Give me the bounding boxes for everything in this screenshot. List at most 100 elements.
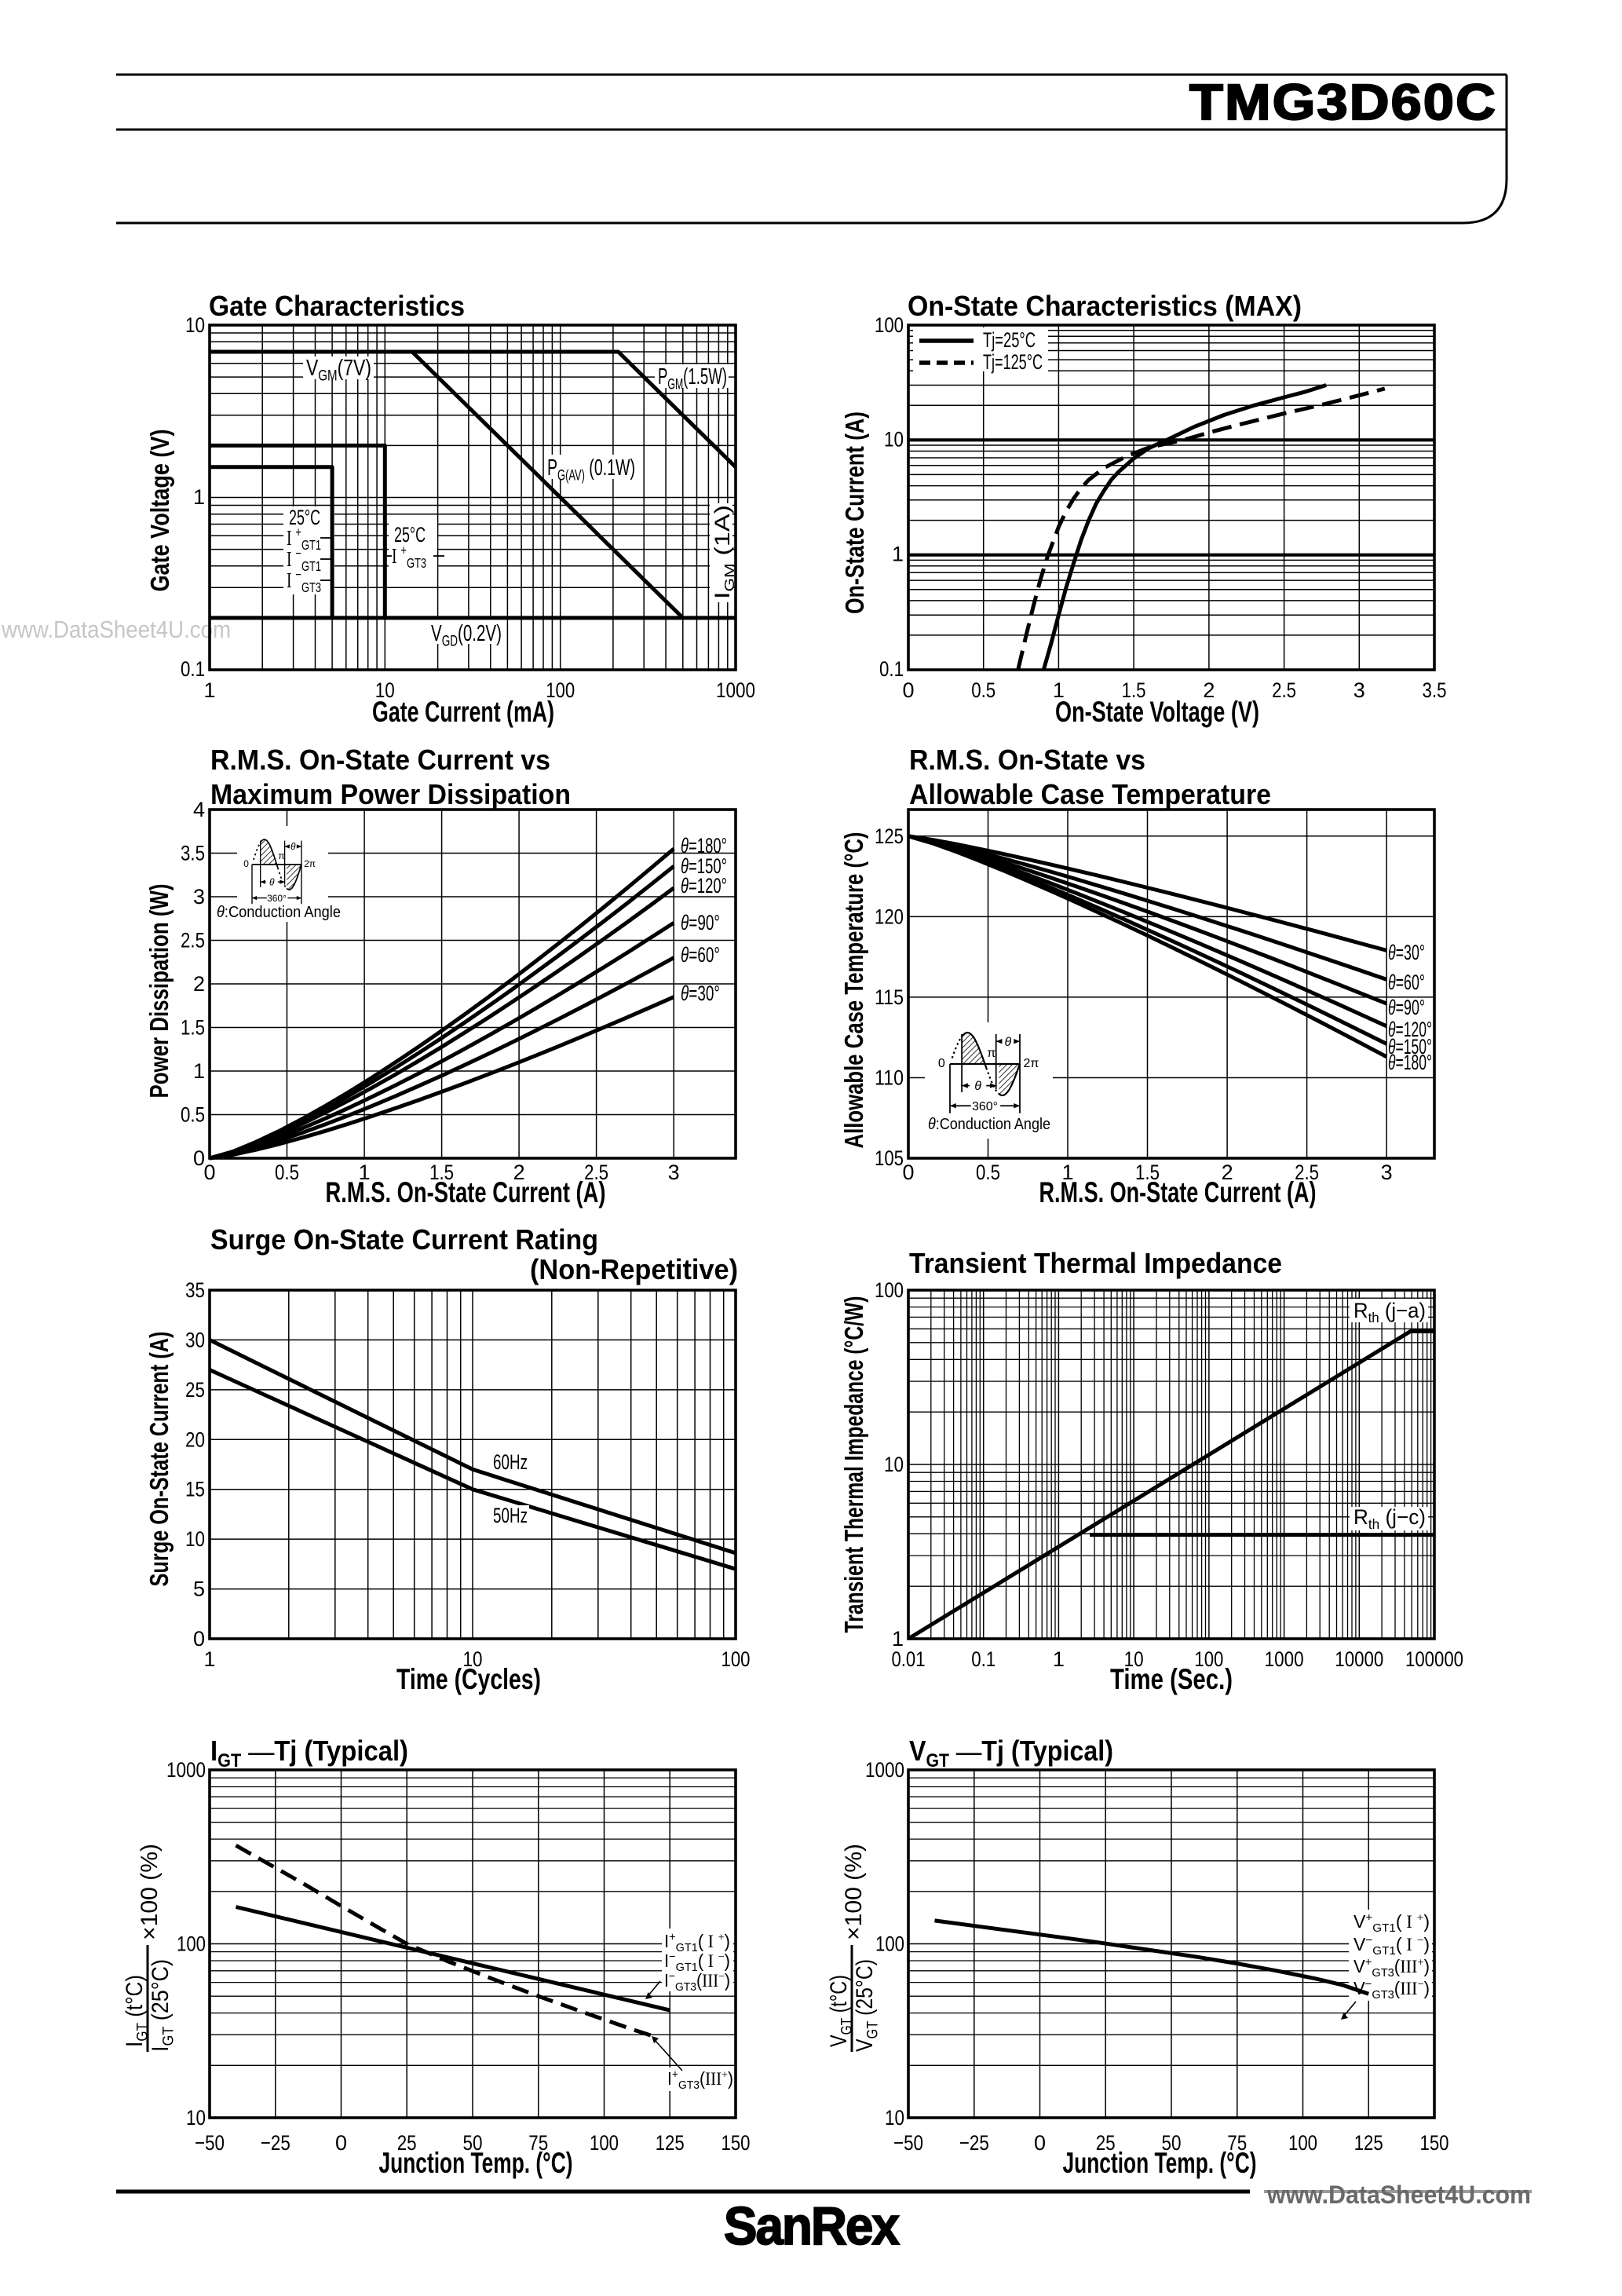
svg-text:(Non-Repetitive): (Non-Repetitive) (530, 1253, 738, 1285)
svg-text:−25: −25 (261, 2131, 290, 2155)
svg-text:0.1: 0.1 (971, 1647, 995, 1671)
svg-text:2: 2 (193, 972, 205, 996)
svg-text:60Hz: 60Hz (493, 1450, 528, 1474)
svg-text:PG(AV) (0.1W): PG(AV) (0.1W) (547, 455, 635, 484)
svg-text:2.5: 2.5 (181, 929, 205, 952)
svg-text:10: 10 (885, 2106, 904, 2130)
svg-text:10000: 10000 (1335, 1647, 1383, 1671)
svg-text:360°: 360° (972, 1100, 998, 1113)
svg-text:100: 100 (1194, 1647, 1223, 1671)
svg-text:50: 50 (463, 2131, 483, 2155)
svg-text:θ=120°: θ=120° (681, 874, 727, 898)
svg-text:θ=90°: θ=90° (681, 911, 720, 934)
svg-text:20: 20 (185, 1428, 205, 1451)
svg-text:1: 1 (892, 1627, 904, 1651)
svg-text:Junction Temp. (°C): Junction Temp. (°C) (379, 2147, 573, 2179)
svg-text:θ=150°: θ=150° (1388, 1035, 1432, 1058)
svg-text:1000: 1000 (865, 1758, 904, 1782)
svg-text:Gate Voltage (V): Gate Voltage (V) (145, 430, 174, 592)
svg-text:0: 0 (193, 1627, 205, 1651)
svg-text:3.5: 3.5 (181, 842, 205, 865)
svg-text:0: 0 (1034, 2131, 1046, 2155)
svg-text:θ: θ (974, 1080, 981, 1093)
svg-text:10: 10 (1124, 1647, 1144, 1671)
svg-text:×100 (%): ×100 (%) (841, 1844, 867, 1940)
svg-text:10: 10 (884, 1453, 904, 1476)
svg-text:1.5: 1.5 (429, 1161, 454, 1184)
svg-text:θ=120°: θ=120° (1388, 1018, 1432, 1041)
svg-text:1: 1 (193, 1059, 205, 1083)
svg-text:125: 125 (656, 2131, 685, 2155)
svg-text:0.5: 0.5 (976, 1161, 1000, 1184)
svg-text:2π: 2π (304, 858, 316, 869)
svg-text:Junction Temp. (°C): Junction Temp. (°C) (1063, 2147, 1257, 2179)
svg-text:θ=30°: θ=30° (1388, 941, 1425, 964)
svg-text:−50: −50 (893, 2131, 923, 2155)
svg-text:110: 110 (875, 1066, 904, 1090)
svg-text:1: 1 (203, 678, 215, 702)
svg-text:1000: 1000 (166, 1758, 206, 1782)
svg-text:105: 105 (875, 1146, 904, 1170)
svg-text:Allowable Case Temperature (°C: Allowable Case Temperature (°C) (839, 832, 868, 1149)
svg-text:2.5: 2.5 (584, 1161, 608, 1184)
svg-text:100: 100 (590, 2131, 619, 2155)
svg-text:10: 10 (463, 1647, 483, 1671)
svg-text:1: 1 (203, 1647, 215, 1671)
svg-text:IGM (1A): IGM (1A) (711, 505, 737, 599)
svg-text:Transient Thermal Impedance (°: Transient Thermal Impedance (°C/W) (839, 1296, 868, 1633)
svg-text:θ=60°: θ=60° (1388, 971, 1425, 994)
svg-text:Tj=125°C: Tj=125°C (983, 350, 1043, 374)
svg-text:θ=30°: θ=30° (681, 982, 720, 1005)
svg-text:I+GT3(III+): I+GT3(III+) (667, 2067, 733, 2092)
svg-text:1: 1 (1061, 1161, 1073, 1184)
svg-text:50Hz: 50Hz (493, 1504, 528, 1527)
svg-text:125: 125 (1354, 2131, 1383, 2155)
svg-text:θ=60°: θ=60° (681, 943, 720, 967)
svg-text:75: 75 (528, 2131, 548, 2155)
svg-text:θ=90°: θ=90° (1388, 996, 1425, 1019)
svg-text:Rth (j−a): Rth (j−a) (1353, 1299, 1426, 1325)
svg-text:10: 10 (375, 678, 395, 702)
svg-text:360°: 360° (267, 893, 287, 904)
svg-text:Transient Thermal Impedance: Transient Thermal Impedance (909, 1247, 1282, 1279)
svg-text:R.M.S. On-State Current (A): R.M.S. On-State Current (A) (326, 1176, 606, 1208)
svg-text:θ:Conduction Angle: θ:Conduction Angle (217, 904, 341, 921)
svg-text:0: 0 (243, 858, 249, 869)
svg-text:−25: −25 (959, 2131, 989, 2155)
svg-text:2.5: 2.5 (1272, 678, 1296, 702)
svg-text:3: 3 (193, 885, 205, 909)
svg-text:On-State Characteristics (MAX): On-State Characteristics (MAX) (908, 290, 1302, 322)
svg-text:I +GT3: I + GT3 (392, 543, 426, 571)
svg-text:100: 100 (546, 678, 575, 702)
svg-text:×100 (%): ×100 (%) (137, 1844, 163, 1940)
svg-text:IGT (t°C): IGT (t°C) (122, 1975, 152, 2047)
svg-text:I−GT3(III−): I−GT3(III−) (664, 1969, 730, 1994)
svg-text:10: 10 (185, 313, 205, 337)
svg-text:I −GT1: I − GT1 (287, 546, 321, 574)
svg-text:VGD(0.2V): VGD(0.2V) (431, 621, 502, 649)
svg-text:0.1: 0.1 (181, 657, 205, 681)
svg-text:2: 2 (513, 1161, 525, 1184)
svg-text:25°C: 25°C (289, 506, 320, 529)
svg-text:100: 100 (875, 313, 904, 337)
svg-text:3: 3 (668, 1161, 680, 1184)
svg-text:0.5: 0.5 (971, 678, 995, 702)
svg-text:π: π (987, 1047, 995, 1060)
svg-text:π: π (278, 850, 284, 861)
svg-text:θ: θ (290, 841, 296, 852)
svg-text:IGT (25°C): IGT (25°C) (148, 1959, 177, 2052)
svg-text:Gate Characteristics: Gate Characteristics (209, 290, 465, 322)
svg-text:1.5: 1.5 (181, 1016, 205, 1040)
svg-text:PGM(1.5W): PGM(1.5W) (658, 364, 727, 393)
svg-text:0: 0 (938, 1057, 945, 1070)
svg-text:1: 1 (193, 485, 205, 509)
svg-text:Maximum Power Dissipation: Maximum Power Dissipation (210, 778, 571, 810)
svg-text:Tj=25°C: Tj=25°C (983, 328, 1036, 352)
svg-text:2: 2 (1222, 1161, 1233, 1184)
svg-text:2: 2 (1203, 678, 1215, 702)
svg-text:100: 100 (177, 1932, 206, 1956)
svg-text:100: 100 (1288, 2131, 1317, 2155)
svg-text:1: 1 (1053, 678, 1065, 702)
svg-text:2π: 2π (1024, 1057, 1039, 1070)
svg-text:100000: 100000 (1405, 1647, 1463, 1671)
